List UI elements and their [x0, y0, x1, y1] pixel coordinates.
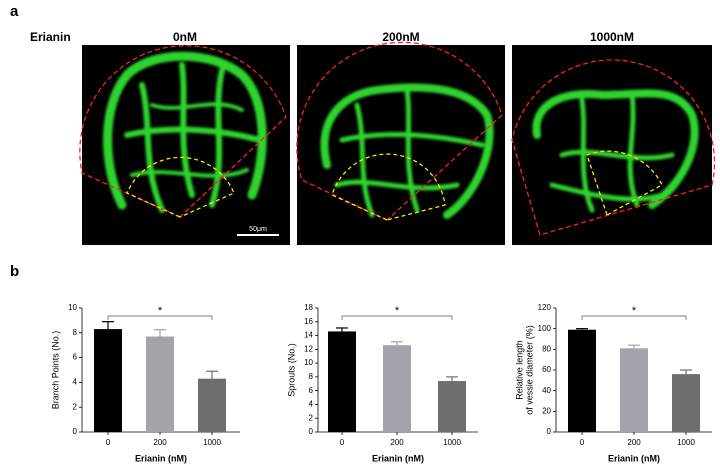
column-label: 0nM [173, 30, 197, 44]
panel-label: a [10, 3, 19, 20]
error-bar [628, 344, 640, 349]
scale-bar-label: 50μm [249, 226, 267, 233]
bar [438, 381, 466, 432]
x-tick-label: 1000 [443, 438, 461, 447]
y-tick-label: 10 [68, 303, 77, 312]
y-axis-label: Branch Points (No.) [50, 331, 60, 410]
x-tick-label: 200 [390, 438, 404, 447]
error-bar [446, 376, 458, 382]
x-tick-label: 200 [627, 438, 641, 447]
y-tick-label: 6 [73, 353, 78, 362]
error-bar [336, 327, 348, 332]
bar [568, 329, 596, 432]
y-tick-label: 12 [304, 344, 313, 353]
y-tick-label: 2 [309, 413, 314, 422]
row-label: Erianin [30, 30, 71, 44]
x-axis-label: Erianin (nM) [608, 453, 660, 463]
y-tick-label: 4 [73, 378, 78, 387]
x-tick-label: 0 [106, 438, 111, 447]
significance-label: * [395, 305, 400, 317]
x-tick-label: 1000 [203, 438, 221, 447]
y-tick-label: 20 [542, 406, 551, 415]
y-tick-label: 6 [309, 386, 314, 395]
micrograph [296, 41, 505, 245]
significance-bracket [107, 315, 213, 320]
x-tick-label: 0 [580, 438, 585, 447]
bar [620, 348, 648, 432]
x-tick-label: 0 [340, 438, 345, 447]
error-bar [102, 321, 114, 330]
y-tick-label: 18 [304, 303, 313, 312]
error-bar [391, 341, 403, 346]
y-tick-label: 16 [304, 317, 313, 326]
y-tick-label: 0 [309, 427, 314, 436]
y-tick-label: 100 [538, 324, 552, 333]
significance-label: * [158, 305, 163, 317]
error-bar [154, 329, 166, 337]
significance-label: * [632, 305, 637, 317]
y-tick-label: 0 [73, 427, 78, 436]
significance-bracket [341, 315, 453, 320]
bar [198, 378, 226, 432]
x-axis-label: Erianin (nM) [135, 453, 187, 463]
y-tick-label: 8 [73, 328, 78, 337]
y-axis-label: Sprouts (No.) [286, 343, 296, 397]
y-tick-label: 10 [304, 358, 313, 367]
bar [672, 374, 700, 432]
bar [383, 345, 411, 432]
error-bar [206, 370, 218, 379]
x-tick-label: 200 [153, 438, 167, 447]
y-axis-label: of vessie diameter (%) [524, 325, 534, 415]
x-tick-label: 1000 [677, 438, 695, 447]
x-axis-label: Erianin (nM) [372, 453, 424, 463]
significance-bracket [581, 315, 687, 320]
error-bar [680, 369, 692, 375]
bar [94, 329, 122, 432]
y-tick-label: 8 [309, 372, 314, 381]
y-tick-label: 40 [542, 386, 551, 395]
y-tick-label: 2 [73, 402, 78, 411]
y-tick-label: 80 [542, 344, 551, 353]
column-label: 200nM [382, 30, 419, 44]
bar [328, 331, 356, 432]
y-axis-label: Relative length [514, 340, 524, 400]
error-bar [576, 328, 588, 330]
panel-label: b [10, 263, 19, 280]
y-tick-label: 60 [542, 365, 551, 374]
y-tick-label: 0 [547, 427, 552, 436]
micrograph: 50μm [79, 45, 290, 245]
micrograph [511, 45, 716, 245]
bar [146, 336, 174, 432]
column-label: 1000nM [590, 30, 634, 44]
y-tick-label: 4 [309, 400, 314, 409]
y-tick-label: 14 [304, 331, 313, 340]
y-tick-label: 120 [538, 303, 552, 312]
